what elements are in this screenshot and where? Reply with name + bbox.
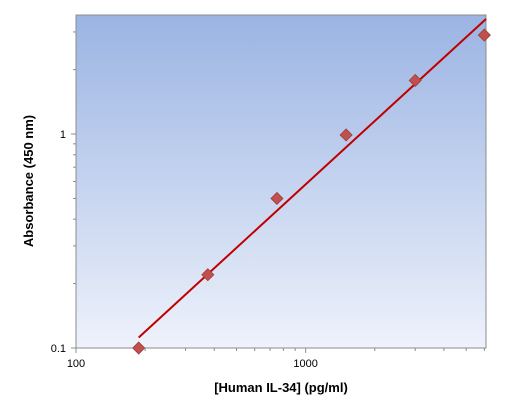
data-point — [477, 28, 491, 42]
axes: 100 1000 0.1 1 — [51, 31, 485, 370]
x-axis-title: [Human IL-34] (pg/ml) — [214, 380, 348, 395]
data-point — [201, 268, 215, 282]
fit-line — [138, 18, 487, 339]
y-tick-label: 1 — [60, 129, 66, 141]
fit-line-layer — [138, 18, 487, 339]
x-tick-label: 1000 — [293, 358, 317, 370]
data-point — [132, 341, 146, 355]
plot-area — [75, 14, 487, 349]
data-point — [270, 191, 284, 206]
data-points — [132, 28, 491, 355]
y-tick-label: 0.1 — [51, 343, 66, 355]
data-point — [408, 73, 422, 88]
data-point — [339, 128, 353, 142]
y-axis-title: Absorbance (450 nm) — [21, 115, 36, 247]
x-tick-label: 100 — [67, 358, 85, 370]
